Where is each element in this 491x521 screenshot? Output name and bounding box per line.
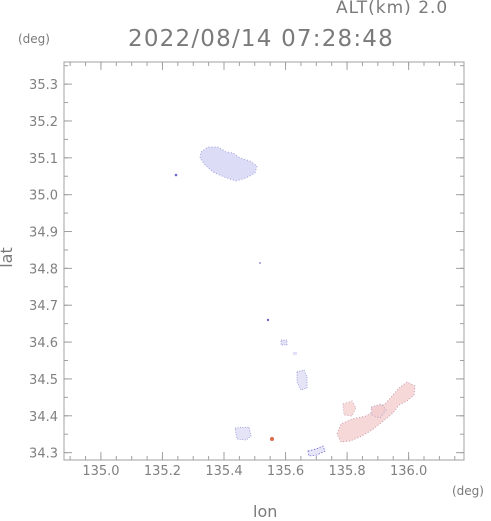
- y-tick-label: 34.5: [29, 373, 58, 388]
- y-tick-label: 34.3: [29, 447, 58, 462]
- y-tick-label: 35.3: [29, 78, 58, 93]
- echo-south-east-cluster: [336, 381, 416, 443]
- altitude-label: ALT(km) 2.0: [336, 0, 449, 18]
- y-tick-label: 34.7: [29, 299, 58, 314]
- x-axis-label: lon: [253, 502, 278, 521]
- y-tick-label: 35.2: [29, 115, 58, 130]
- y-unit-label: (deg): [18, 32, 50, 46]
- y-tick-label: 34.8: [29, 262, 58, 277]
- x-tick-label: 135.6: [267, 464, 304, 479]
- y-tick-label: 35.0: [29, 189, 58, 204]
- x-unit-label: (deg): [452, 484, 484, 498]
- y-tick-label: 34.9: [29, 226, 58, 241]
- x-tick-label: 135.8: [328, 464, 365, 479]
- x-tick-label: 136.0: [390, 464, 427, 479]
- echo-scattered: [234, 262, 326, 457]
- plot-frame: [63, 61, 465, 461]
- y-tick-label: 35.1: [29, 152, 58, 167]
- y-ticks: 34.3 34.4 34.5 34.6 34.7 34.8 34.9 35.0 35.1 35.2…: [29, 65, 464, 462]
- x-tick-label: 135.4: [205, 464, 242, 479]
- x-tick-label: 135.0: [82, 464, 119, 479]
- x-tick-label: 135.2: [144, 464, 181, 479]
- datetime-label: 2022/08/14 07:28:48: [128, 26, 394, 52]
- y-tick-label: 34.4: [29, 410, 58, 425]
- x-ticks: 135.0 135.2 135.4 135.6 135.8 136.0: [69, 62, 456, 479]
- echo-north-cluster: [174, 146, 258, 182]
- y-tick-label: 34.6: [29, 336, 58, 351]
